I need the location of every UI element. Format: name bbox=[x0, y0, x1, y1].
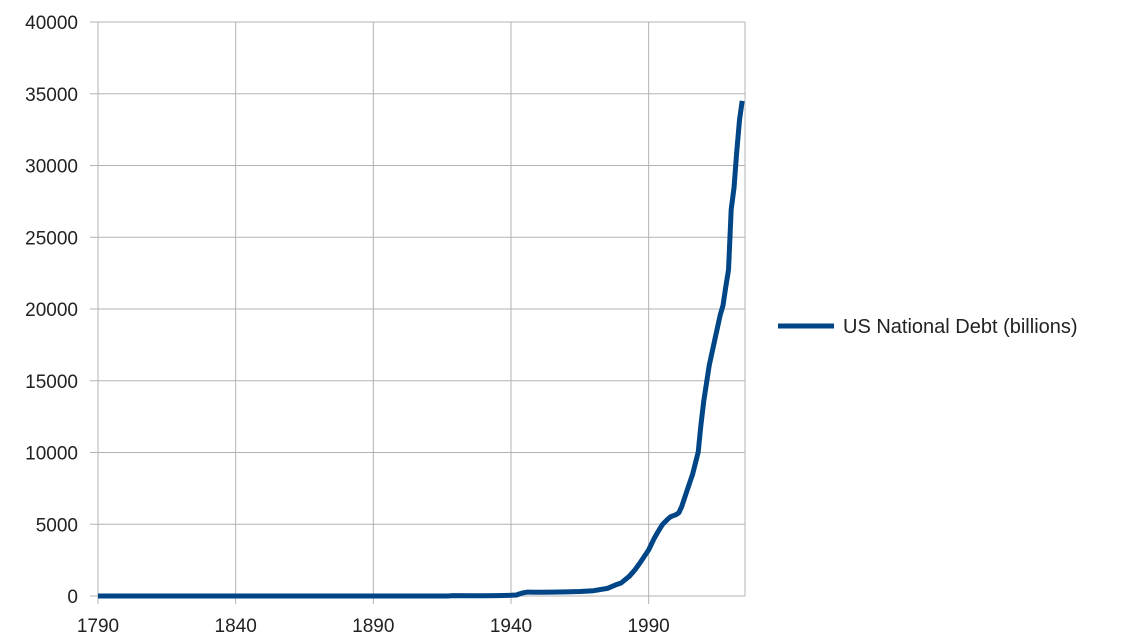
y-tick-label: 0 bbox=[67, 587, 78, 608]
y-tick-label: 5000 bbox=[36, 515, 78, 536]
x-tick-label: 1790 bbox=[77, 616, 119, 637]
y-tick-label: 20000 bbox=[25, 300, 78, 321]
y-tick-labels: 0 5000 10000 15000 20000 25000 30000 35000 40000 bbox=[25, 13, 78, 608]
legend-label: US National Debt (billions) bbox=[843, 316, 1078, 338]
gridlines bbox=[97, 21, 745, 597]
series-line-us-national-debt bbox=[98, 100, 745, 599]
axes bbox=[90, 21, 746, 604]
y-tick-label: 40000 bbox=[25, 13, 78, 34]
x-tick-label: 1890 bbox=[352, 616, 394, 637]
y-tick-label: 15000 bbox=[25, 372, 78, 393]
x-tick-label: 1940 bbox=[490, 616, 532, 637]
y-tick-label: 35000 bbox=[25, 85, 78, 106]
series-layer bbox=[98, 100, 745, 599]
legend: US National Debt (billions) bbox=[778, 316, 1078, 338]
y-tick-label: 30000 bbox=[25, 157, 78, 178]
x-tick-labels: 1790 1840 1890 1940 1990 bbox=[77, 616, 670, 637]
y-tick-label: 10000 bbox=[25, 444, 78, 465]
x-tick-label: 1840 bbox=[215, 616, 257, 637]
x-tick-label: 1990 bbox=[627, 616, 669, 637]
y-tick-label: 25000 bbox=[25, 228, 78, 249]
